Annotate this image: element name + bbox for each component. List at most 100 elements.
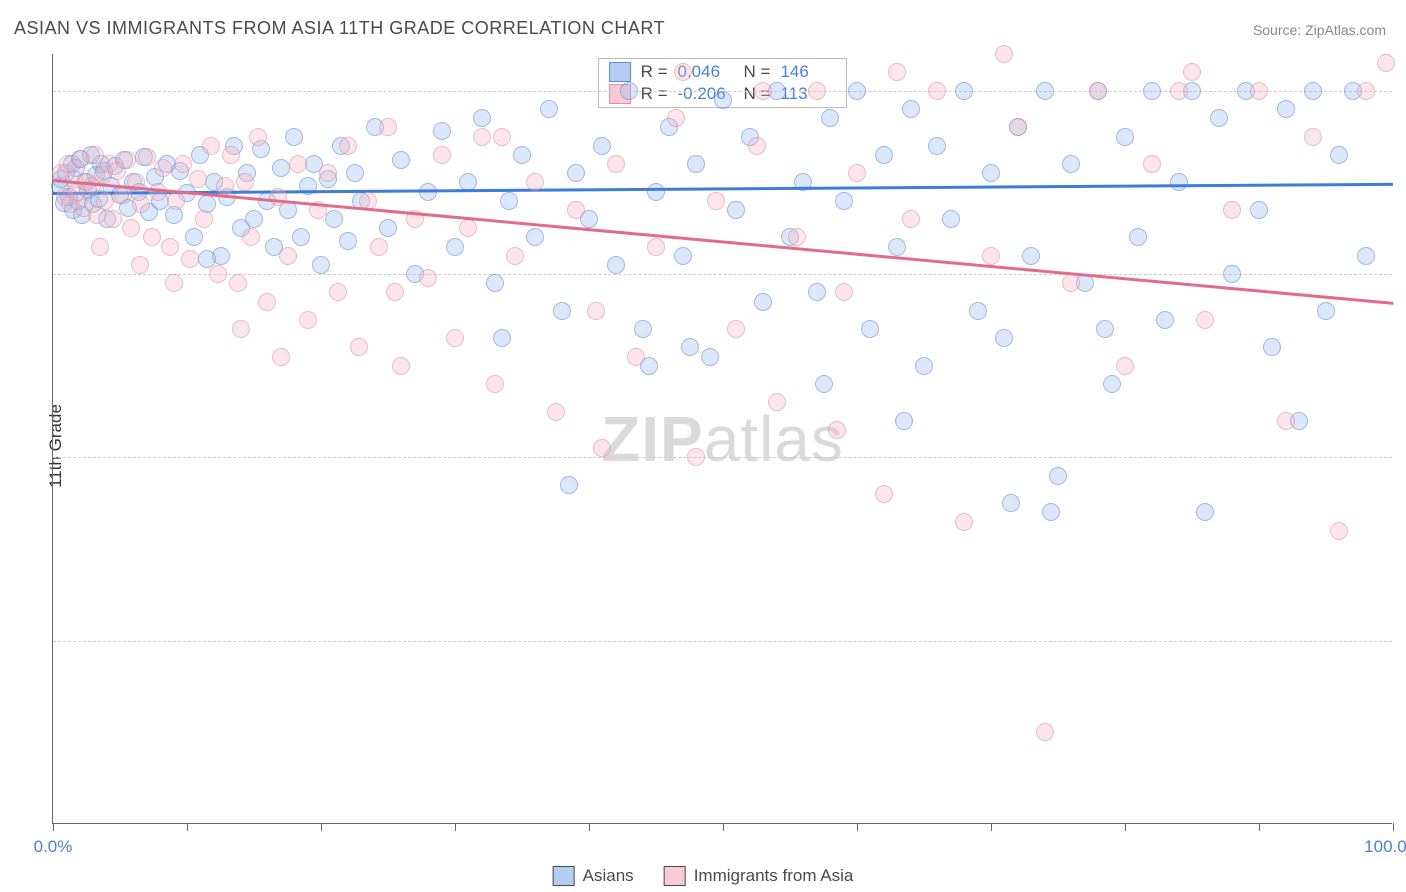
scatter-point-pink xyxy=(835,283,853,301)
scatter-point-pink xyxy=(1330,522,1348,540)
scatter-point-pink xyxy=(982,247,1000,265)
scatter-point-pink xyxy=(1377,54,1395,72)
scatter-point-blue xyxy=(821,109,839,127)
scatter-point-pink xyxy=(202,137,220,155)
scatter-point-blue xyxy=(325,210,343,228)
scatter-point-pink xyxy=(754,82,772,100)
scatter-point-blue xyxy=(1042,503,1060,521)
scatter-point-blue xyxy=(567,164,585,182)
scatter-point-pink xyxy=(1036,723,1054,741)
legend-item: Immigrants from Asia xyxy=(664,866,854,886)
scatter-point-pink xyxy=(486,375,504,393)
x-tick xyxy=(723,823,724,831)
scatter-point-pink xyxy=(1170,82,1188,100)
scatter-point-blue xyxy=(1277,100,1295,118)
stats-r-label: R = xyxy=(641,62,668,82)
x-tick-label: 0.0% xyxy=(34,837,73,857)
scatter-point-pink xyxy=(1009,118,1027,136)
scatter-point-blue xyxy=(1250,201,1268,219)
legend-item: Asians xyxy=(553,866,634,886)
scatter-point-pink xyxy=(1196,311,1214,329)
scatter-point-blue xyxy=(433,122,451,140)
scatter-point-blue xyxy=(895,412,913,430)
legend-swatch-blue xyxy=(553,866,575,886)
scatter-point-pink xyxy=(667,109,685,127)
scatter-point-pink xyxy=(167,192,185,210)
scatter-point-pink xyxy=(808,82,826,100)
scatter-point-blue xyxy=(339,232,357,250)
scatter-point-pink xyxy=(875,485,893,503)
scatter-point-blue xyxy=(848,82,866,100)
x-tick xyxy=(53,823,54,831)
x-tick xyxy=(991,823,992,831)
scatter-point-blue xyxy=(245,210,263,228)
x-tick xyxy=(455,823,456,831)
scatter-point-pink xyxy=(181,250,199,268)
y-tick-label: 100.0% xyxy=(1400,81,1406,101)
scatter-point-pink xyxy=(272,348,290,366)
scatter-point-blue xyxy=(1116,128,1134,146)
scatter-point-pink xyxy=(828,421,846,439)
scatter-point-pink xyxy=(433,146,451,164)
scatter-point-blue xyxy=(1022,247,1040,265)
scatter-point-blue xyxy=(607,256,625,274)
scatter-point-pink xyxy=(707,192,725,210)
scatter-point-pink xyxy=(727,320,745,338)
legend-label: Asians xyxy=(583,866,634,886)
scatter-point-pink xyxy=(902,210,920,228)
stats-swatch-blue xyxy=(609,62,631,82)
scatter-point-blue xyxy=(1096,320,1114,338)
gridline xyxy=(53,457,1392,458)
scatter-point-pink xyxy=(154,159,172,177)
scatter-point-pink xyxy=(299,311,317,329)
scatter-point-blue xyxy=(861,320,879,338)
scatter-point-blue xyxy=(1317,302,1335,320)
scatter-point-pink xyxy=(118,151,136,169)
legend-swatch-pink xyxy=(664,866,686,886)
scatter-point-pink xyxy=(674,63,692,81)
source-label: Source: ZipAtlas.com xyxy=(1253,22,1386,38)
scatter-point-pink xyxy=(279,247,297,265)
x-tick xyxy=(1259,823,1260,831)
scatter-point-blue xyxy=(815,375,833,393)
scatter-point-blue xyxy=(1143,82,1161,100)
scatter-point-pink xyxy=(236,173,254,191)
scatter-point-pink xyxy=(1277,412,1295,430)
stats-n-value: 146 xyxy=(780,62,836,82)
scatter-point-blue xyxy=(593,137,611,155)
scatter-point-pink xyxy=(1357,82,1375,100)
scatter-point-blue xyxy=(493,329,511,347)
x-tick xyxy=(857,823,858,831)
y-tick-label: 80.0% xyxy=(1400,447,1406,467)
scatter-point-pink xyxy=(1062,274,1080,292)
scatter-point-pink xyxy=(174,155,192,173)
scatter-point-pink xyxy=(122,219,140,237)
scatter-point-blue xyxy=(681,338,699,356)
x-tick xyxy=(589,823,590,831)
scatter-point-blue xyxy=(272,159,290,177)
scatter-point-blue xyxy=(674,247,692,265)
scatter-point-pink xyxy=(928,82,946,100)
scatter-point-pink xyxy=(687,448,705,466)
scatter-point-pink xyxy=(1116,357,1134,375)
x-tick xyxy=(321,823,322,831)
scatter-point-blue xyxy=(379,219,397,237)
scatter-point-pink xyxy=(1304,128,1322,146)
scatter-point-pink xyxy=(232,320,250,338)
scatter-point-pink xyxy=(143,228,161,246)
scatter-point-blue xyxy=(1103,375,1121,393)
scatter-point-pink xyxy=(242,228,260,246)
scatter-point-blue xyxy=(446,238,464,256)
scatter-point-pink xyxy=(593,439,611,457)
scatter-point-blue xyxy=(312,256,330,274)
scatter-point-blue xyxy=(995,329,1013,347)
scatter-point-pink xyxy=(104,210,122,228)
scatter-point-pink xyxy=(419,269,437,287)
scatter-point-pink xyxy=(1089,82,1107,100)
gridline xyxy=(53,274,1392,275)
scatter-point-blue xyxy=(486,274,504,292)
scatter-point-pink xyxy=(138,148,156,166)
scatter-point-blue xyxy=(500,192,518,210)
scatter-point-blue xyxy=(1129,228,1147,246)
scatter-point-pink xyxy=(768,393,786,411)
